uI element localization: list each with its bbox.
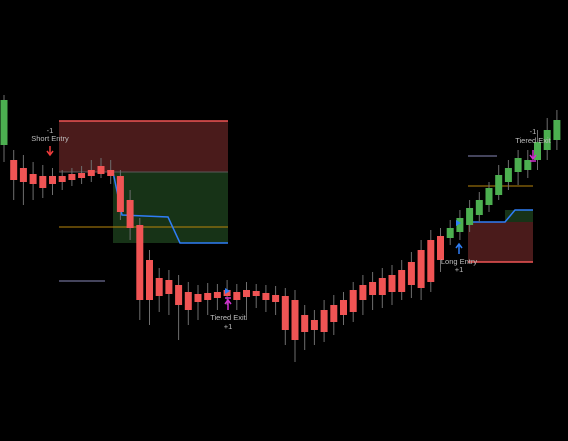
candle-body (349, 290, 357, 312)
candle-body (233, 292, 241, 300)
candle-body (39, 176, 47, 188)
annotation: -1 (47, 126, 54, 135)
candle-body (136, 225, 144, 300)
candle-body (10, 160, 18, 180)
candle-body (456, 218, 464, 232)
candle-body (49, 176, 56, 184)
candle-body (504, 168, 512, 182)
candle-body (417, 250, 425, 288)
candle-body (107, 170, 115, 176)
candle-body (495, 175, 503, 195)
candle-body (291, 300, 299, 340)
candle-body (378, 278, 386, 295)
annotation: -1 (530, 127, 537, 136)
exit-arrow (529, 150, 537, 162)
annotation: Tiered Exit (515, 136, 551, 145)
candle-body (29, 174, 37, 184)
candle-body (184, 292, 192, 310)
candle-body (204, 293, 212, 300)
candle-body (87, 170, 95, 176)
candle-body (446, 228, 454, 238)
candle-body (427, 240, 435, 282)
candle-body (194, 294, 202, 302)
candle-body (524, 160, 532, 170)
candle-body (407, 262, 415, 285)
candle-body (485, 188, 493, 205)
candle-body (398, 270, 406, 292)
candle-body (330, 305, 338, 322)
annotation: +1 (455, 265, 464, 274)
annotation: Tiered Exit (210, 313, 246, 322)
candle-body (252, 291, 260, 296)
long-arrow (455, 242, 463, 254)
candle-body (116, 176, 124, 212)
candle-body (146, 260, 153, 300)
candle-body (281, 296, 289, 330)
candle-body (369, 282, 377, 295)
candle-body (78, 173, 86, 178)
trailing-stop (468, 209, 533, 223)
candle-body (243, 290, 250, 297)
stop-zone (468, 222, 533, 262)
candle-body (359, 285, 367, 300)
candle-body (320, 310, 328, 332)
annotation: Short Entry (31, 134, 69, 143)
candle-body (310, 320, 318, 330)
short-arrow (46, 146, 54, 157)
candle-body (272, 295, 280, 302)
candle-body (19, 168, 27, 182)
candle-body (175, 285, 183, 305)
exit-arrow (224, 297, 232, 310)
candle-body (126, 200, 134, 228)
candle-body (553, 120, 561, 140)
candle-body (262, 293, 270, 300)
candle-body (388, 275, 396, 292)
candle-body (0, 100, 8, 145)
candle-body (475, 200, 483, 215)
candle-body (97, 166, 105, 174)
candle-body (340, 300, 347, 315)
candle-body (58, 176, 66, 182)
annotation: +1 (224, 322, 233, 331)
stop-zone (59, 121, 228, 172)
candle-body (155, 278, 163, 296)
candle-body (466, 208, 474, 225)
candle-body (165, 280, 173, 294)
candle-body (437, 236, 444, 260)
candle-body (543, 130, 551, 150)
candles (0, 95, 561, 362)
candle-body (514, 158, 522, 172)
marker (456, 220, 461, 226)
candle-body (301, 315, 309, 332)
candle-body (534, 142, 541, 160)
marker (225, 288, 230, 294)
candle-body (223, 290, 231, 296)
annotation: Long Entry (441, 257, 478, 266)
candle-body (68, 174, 76, 180)
candle-body (213, 292, 221, 298)
